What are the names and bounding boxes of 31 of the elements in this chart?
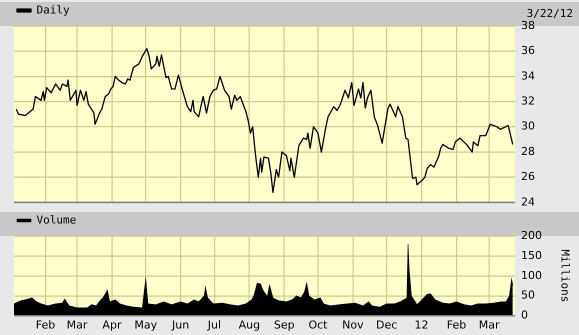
y-axis-title: Millions xyxy=(558,249,572,302)
y-tick-label: 24 xyxy=(521,195,535,208)
x-tick-label: Jul xyxy=(206,318,222,332)
x-tick-label: Sep xyxy=(274,318,295,332)
x-tick-label: Apr xyxy=(102,318,122,332)
x-tick-label: Dec xyxy=(376,318,398,332)
y-tick-label: 30 xyxy=(521,120,535,133)
x-tick-label: Feb xyxy=(446,318,466,332)
x-tick-label: Nov xyxy=(342,318,364,332)
x-tick-label: Jun xyxy=(171,318,190,332)
y-tick-label: 100 xyxy=(521,268,542,282)
x-tick-label: 12 xyxy=(414,318,429,332)
y-tick-label: 28 xyxy=(521,144,535,158)
y-tick-label: 0 xyxy=(521,308,528,322)
y-tick-label: 150 xyxy=(521,248,542,262)
legend-label: Volume xyxy=(36,213,76,226)
x-tick-label: Mar xyxy=(66,318,88,332)
x-tick-label: May xyxy=(134,318,158,332)
y-tick-label: 34 xyxy=(521,69,535,82)
y-tick-label: 32 xyxy=(521,94,535,108)
y-tick-label: 50 xyxy=(521,288,535,302)
x-tick-label: Aug xyxy=(238,318,260,332)
y-tick-label: 36 xyxy=(521,44,535,58)
y-tick-label: 200 xyxy=(521,228,542,242)
y-tick-label: 26 xyxy=(521,170,535,184)
x-tick-label: Feb xyxy=(36,318,56,332)
legend-label: Daily xyxy=(36,3,70,16)
x-tick-label: Oct xyxy=(308,318,328,332)
x-tick-label: Mar xyxy=(478,318,500,332)
y-tick-label: 38 xyxy=(521,18,535,32)
text: 3/22/12 xyxy=(526,6,573,20)
